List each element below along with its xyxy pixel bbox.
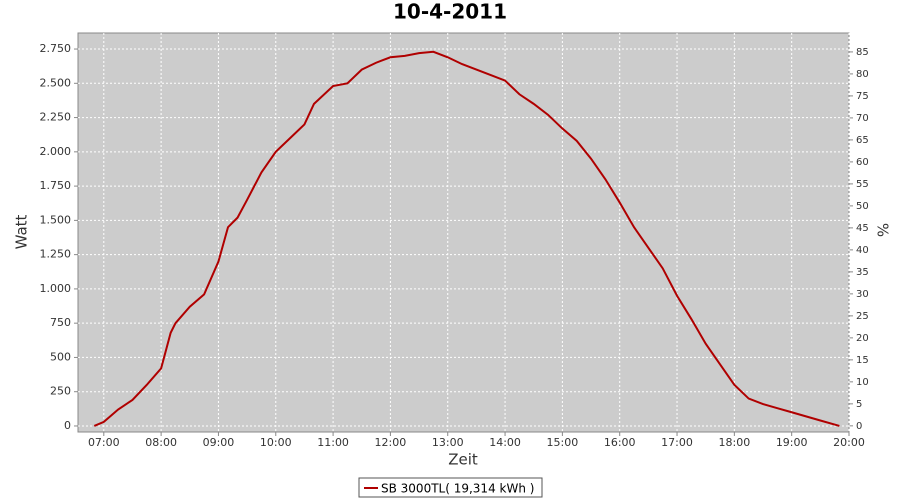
x-tick-label: 11:00 <box>317 436 349 449</box>
y-tick-label: 2.500 <box>40 76 72 89</box>
y2-tick-label: 80 <box>856 69 869 80</box>
y-axis-label: Watt <box>13 214 31 249</box>
y2-tick-label: 30 <box>856 289 869 300</box>
y2-tick-label: 55 <box>856 179 869 190</box>
x-tick-label: 19:00 <box>776 436 808 449</box>
y2-tick-label: 45 <box>856 223 869 234</box>
data-line <box>93 50 840 427</box>
legend-label: SB 3000TL( 19,314 kWh ) <box>381 482 534 496</box>
y2-tick-label: 0 <box>856 421 862 432</box>
y2-tick-label: 50 <box>856 201 869 212</box>
x-tick-label: 17:00 <box>661 436 693 449</box>
y-tick-label: 250 <box>50 385 71 398</box>
x-tick-label: 14:00 <box>489 436 521 449</box>
x-tick-label: 08:00 <box>145 436 177 449</box>
x-tick-label: 18:00 <box>719 436 751 449</box>
y-tick-label: 1.500 <box>40 213 72 226</box>
y2-tick-label: 10 <box>856 377 869 388</box>
y2-tick-label: 15 <box>856 355 869 366</box>
y2-tick-label: 20 <box>856 333 869 344</box>
legend-box <box>358 477 543 498</box>
x-tick-label: 07:00 <box>88 436 120 449</box>
y2-tick-label: 85 <box>856 47 869 58</box>
y2-tick-label: 65 <box>856 135 869 146</box>
y-tick-label: 2.000 <box>40 145 72 158</box>
y-tick-label: 1.750 <box>40 179 72 192</box>
plot-area <box>77 32 850 433</box>
y2-tick-label: 70 <box>856 113 869 124</box>
chart-title: 10-4-2011 <box>393 0 507 24</box>
y2-axis-label: % <box>874 223 892 237</box>
y-tick-label: 1.250 <box>40 248 72 261</box>
y-tick-label: 2.750 <box>40 42 72 55</box>
y2-tick-label: 60 <box>856 157 869 168</box>
y-tick-label: 750 <box>50 316 71 329</box>
y-tick-label: 2.250 <box>40 111 72 124</box>
x-tick-label: 09:00 <box>203 436 235 449</box>
x-tick-label: 13:00 <box>432 436 464 449</box>
x-tick-label: 20:00 <box>833 436 865 449</box>
y2-tick-label: 75 <box>856 91 869 102</box>
x-tick-label: 15:00 <box>547 436 579 449</box>
y2-tick-label: 25 <box>856 311 869 322</box>
y-tick-label: 1.000 <box>40 282 72 295</box>
y2-tick-label: 35 <box>856 267 869 278</box>
x-tick-label: 12:00 <box>375 436 407 449</box>
x-axis-label: Zeit <box>448 451 478 469</box>
y-tick-label: 0 <box>64 419 71 432</box>
y2-tick-label: 5 <box>856 399 862 410</box>
y2-tick-label: 40 <box>856 245 869 256</box>
x-tick-label: 16:00 <box>604 436 636 449</box>
y-tick-label: 500 <box>50 350 71 363</box>
x-tick-label: 10:00 <box>260 436 292 449</box>
